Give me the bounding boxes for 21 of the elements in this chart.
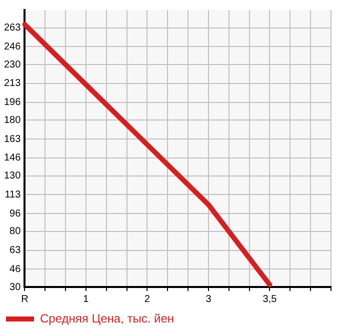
y-tick-label: 146 bbox=[4, 152, 22, 164]
y-tick-label: 46 bbox=[10, 264, 22, 275]
x-tick-label: 3 bbox=[206, 294, 212, 305]
y-tick-label: 63 bbox=[10, 245, 22, 256]
y-tick-label: 96 bbox=[10, 208, 22, 220]
x-tick-label: 3,5 bbox=[262, 294, 278, 305]
x-tick-label: R bbox=[21, 294, 28, 305]
y-tick-label: 130 bbox=[4, 170, 22, 182]
y-tick-label: 246 bbox=[4, 41, 22, 52]
y-tick-label: 163 bbox=[4, 134, 22, 145]
y-tick-label: 113 bbox=[4, 189, 22, 200]
y-tick-label: 196 bbox=[4, 97, 22, 108]
legend-label: Средняя Цена, тыс. йен bbox=[40, 311, 174, 326]
y-tick-label: 80 bbox=[10, 226, 22, 238]
y-tick-label: 263 bbox=[4, 22, 22, 34]
y-tick-label: 30 bbox=[10, 282, 22, 293]
y-tick-label: 230 bbox=[4, 59, 22, 70]
y-tick-label: 213 bbox=[4, 78, 22, 90]
y-tick-label: 180 bbox=[4, 114, 22, 126]
x-tick-label: 1 bbox=[83, 294, 90, 305]
x-tick-label: 2 bbox=[144, 294, 150, 305]
